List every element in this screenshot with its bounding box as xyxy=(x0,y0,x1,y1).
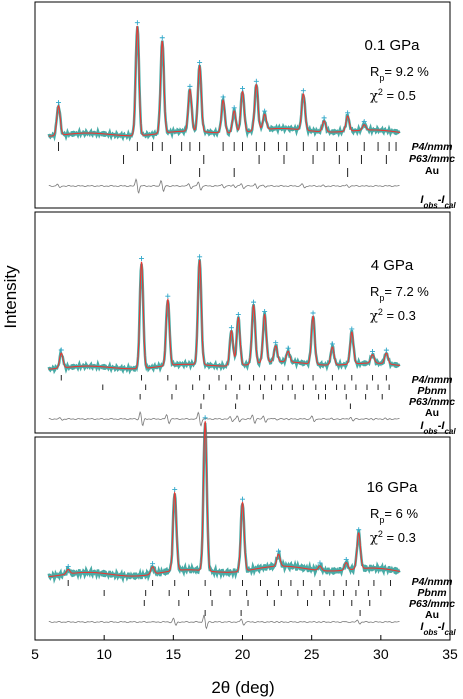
calculated-profile xyxy=(48,25,400,137)
observed-peak-marker xyxy=(253,78,259,84)
x-tick-label: 15 xyxy=(166,646,182,662)
phase-label: P63/mmc xyxy=(409,598,455,610)
observed-data xyxy=(47,259,401,375)
pressure-label: 0.1 GPa xyxy=(364,37,420,54)
observed-peak-marker xyxy=(150,561,156,567)
pressure-label: 4 GPa xyxy=(371,257,414,274)
observed-peak-marker xyxy=(262,108,268,114)
x-tick-label: 25 xyxy=(304,646,320,662)
observed-peak-marker xyxy=(231,105,237,111)
pressure-label: 16 GPa xyxy=(367,479,419,496)
observed-peak-marker xyxy=(317,560,323,566)
difference-label: Iobs-Ical xyxy=(420,621,456,637)
panel-2: 4 GPa Rp= 7.2 % χ2 = 0.3 P4/nmmPbnmP63/mmcA… xyxy=(34,211,456,436)
phase-label: P4/nmm xyxy=(412,374,453,386)
phase-label: Au xyxy=(425,165,439,177)
observed-peak-marker xyxy=(139,255,145,261)
observed-peak-marker xyxy=(172,487,178,493)
calculated-profile xyxy=(48,259,401,370)
observed-peak-marker xyxy=(240,85,245,91)
observed-peak-marker xyxy=(321,115,327,121)
difference-curve xyxy=(48,614,400,630)
observed-peak-marker xyxy=(361,119,367,125)
chi2-label: χ2 = 0.5 xyxy=(370,87,416,104)
observed-peak-marker xyxy=(275,548,281,554)
observed-peak-marker xyxy=(251,299,257,305)
phase-label: Au xyxy=(425,407,439,419)
observed-peak-marker xyxy=(349,326,355,332)
observed-peak-marker xyxy=(383,347,389,353)
observed-peak-marker xyxy=(240,496,245,502)
chi2-label: χ2 = 0.3 xyxy=(370,307,416,324)
difference-label: Iobs-Ical xyxy=(420,194,456,210)
phase-label: Pbnm xyxy=(417,587,446,599)
observed-peak-marker xyxy=(202,415,208,421)
observed-peak-marker xyxy=(343,557,349,563)
observed-peak-marker xyxy=(159,35,165,41)
observed-peak-marker xyxy=(58,347,64,353)
x-tick-label: 35 xyxy=(442,646,458,662)
observed-peak-marker xyxy=(197,60,203,66)
phase-label: Au xyxy=(425,609,439,621)
difference-curve xyxy=(48,410,400,427)
phase-label: P4/nmm xyxy=(412,141,453,153)
observed-data xyxy=(47,422,401,584)
panel-frame xyxy=(34,211,451,434)
calculated-profile xyxy=(48,421,401,578)
observed-peak-marker xyxy=(310,310,316,316)
phase-label: P63/mmc xyxy=(409,396,455,408)
observed-peak-marker xyxy=(300,88,306,94)
observed-peak-marker xyxy=(285,345,291,351)
rp-label: Rp= 9.2 % xyxy=(370,64,429,83)
observed-peak-marker xyxy=(165,293,171,299)
x-axis-title: 2θ (deg) xyxy=(211,678,274,697)
observed-peak-marker xyxy=(56,100,62,106)
panel-frame xyxy=(34,1,451,209)
chi2-label: χ2 = 0.3 xyxy=(370,529,416,546)
panel-3: 16 GPa Rp= 6 % χ2 = 0.3 P4/nmmPbnmP63/mmcAu… xyxy=(34,415,456,641)
observed-peak-marker xyxy=(220,94,226,100)
rp-label: Rp= 6 % xyxy=(370,506,418,525)
phase-label: Pbnm xyxy=(417,385,446,397)
difference-curve xyxy=(48,178,400,194)
y-axis-title: Intensity xyxy=(1,265,20,329)
observed-peak-marker xyxy=(273,340,279,346)
observed-peak-marker xyxy=(329,341,335,347)
observed-peak-marker xyxy=(235,311,241,317)
observed-peak-marker xyxy=(228,325,234,331)
observed-peak-marker xyxy=(197,254,203,260)
rp-label: Rp= 7.2 % xyxy=(370,284,429,303)
observed-peak-marker xyxy=(370,349,376,355)
x-tick-label: 30 xyxy=(373,646,389,662)
phase-label: P4/nmm xyxy=(412,576,453,588)
observed-peak-marker xyxy=(356,527,362,533)
observed-peak-marker xyxy=(262,308,268,314)
observed-peak-marker xyxy=(345,110,351,116)
x-axis: 5 10 15 20 25 30 35 xyxy=(31,635,458,662)
x-tick-label: 10 xyxy=(96,646,112,662)
x-tick-label: 20 xyxy=(235,646,251,662)
x-tick-label: 5 xyxy=(31,646,39,662)
observed-data xyxy=(47,26,401,142)
observed-peak-marker xyxy=(65,563,71,569)
observed-peak-marker xyxy=(134,20,140,26)
observed-peak-marker xyxy=(187,83,193,89)
phase-label: P63/mmc xyxy=(409,153,455,165)
